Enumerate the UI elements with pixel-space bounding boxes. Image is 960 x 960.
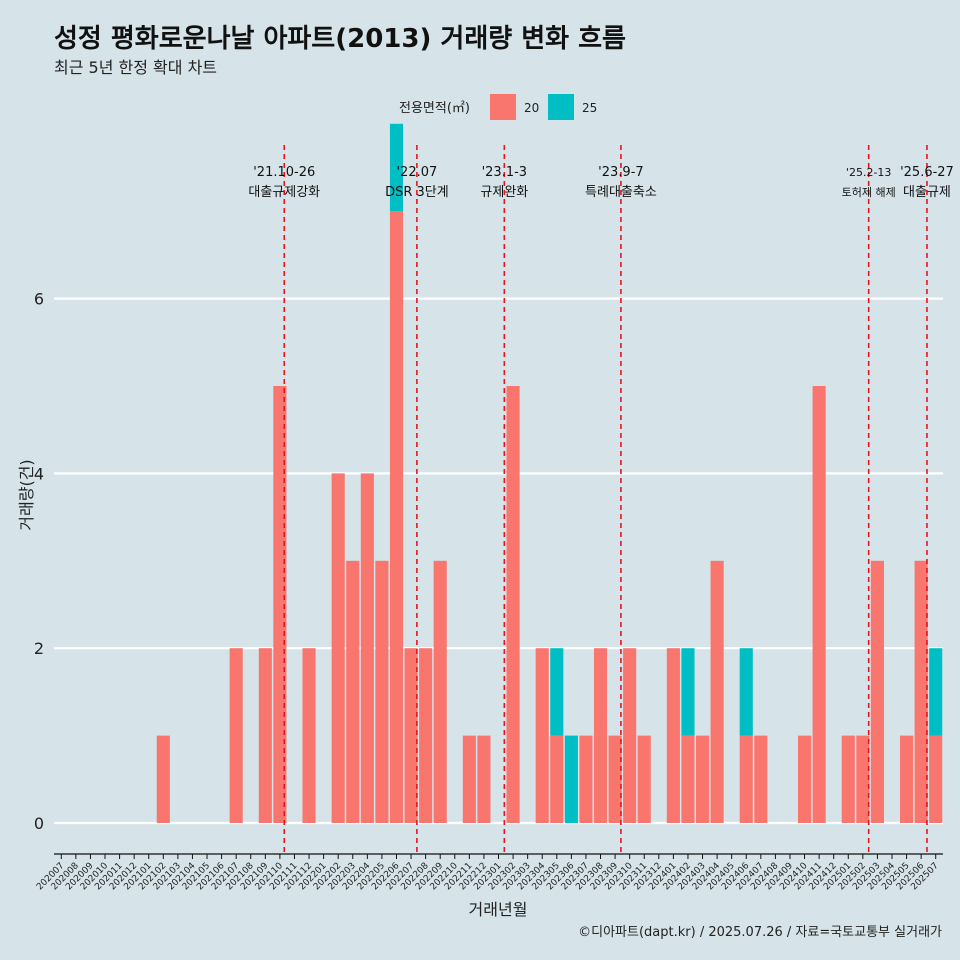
legend-label-20: 20	[524, 101, 539, 115]
event-label: 규제완화	[480, 185, 528, 200]
bar-202309-20	[608, 735, 622, 823]
y-tick-label: 0	[34, 814, 44, 833]
bar-202406-25	[739, 648, 753, 736]
bar-202102-20	[156, 735, 170, 823]
event-date: '22.07	[396, 165, 437, 180]
bar-202507-20	[929, 735, 943, 823]
bar-202208-20	[419, 648, 433, 823]
bar-202411-20	[812, 386, 826, 823]
event-date: '23.9-7	[598, 165, 643, 180]
bar-202406-20	[739, 735, 753, 823]
bar-202402-25	[681, 648, 695, 736]
bar-202202-20	[331, 473, 345, 823]
event-date: '21.10-26	[253, 165, 315, 180]
bar-202402-20	[681, 735, 695, 823]
bar-202407-20	[754, 735, 768, 823]
bar-202305-20	[550, 735, 564, 823]
bar-202112-20	[302, 648, 316, 823]
bar-202310-20	[623, 648, 637, 823]
bar-202507-25	[929, 648, 943, 736]
bar-202109-20	[258, 648, 272, 823]
y-tick-label: 2	[34, 639, 44, 658]
legend-swatch-20	[490, 94, 516, 120]
event-date: '25.6-27	[900, 165, 954, 180]
chart-title: 성정 평화로운나날 아파트(2013) 거래량 변화 흐름	[54, 24, 626, 54]
event-label: 특례대출축소	[585, 185, 657, 200]
event-label: 대출규제강화	[248, 185, 320, 200]
x-axis-label: 거래년월	[469, 900, 528, 919]
bar-202305-25	[550, 648, 564, 736]
bar-202306-25	[564, 735, 578, 823]
legend-label-25: 25	[582, 101, 597, 115]
bar-202308-20	[593, 648, 608, 823]
bar-202506-20	[914, 560, 928, 823]
bar-202502-20	[856, 735, 870, 823]
legend: 전용면적(㎡) 20 25	[399, 94, 597, 120]
bar-202203-20	[346, 560, 360, 823]
bar-202206-25	[389, 123, 404, 212]
legend-swatch-25	[548, 94, 574, 120]
bar-202212-20	[477, 735, 491, 823]
bar-202110-20	[273, 386, 287, 823]
y-tick-label: 6	[34, 290, 44, 309]
bar-202211-20	[462, 735, 476, 823]
bar-202401-20	[666, 648, 680, 823]
event-label: 토허제 해제	[842, 185, 896, 199]
bar-202302-20	[506, 386, 520, 823]
bar-202206-20	[389, 211, 404, 823]
chart-subtitle: 최근 5년 한정 확대 차트	[54, 58, 218, 77]
chart-caption: ©디아파트(dapt.kr) / 2025.07.26 / 자료=국토교통부 실…	[578, 925, 942, 940]
event-label: DSR 3단계	[385, 185, 449, 200]
legend-title: 전용면적(㎡)	[399, 101, 470, 116]
bar-202505-20	[900, 735, 914, 823]
y-tick-label: 4	[34, 464, 44, 483]
bar-202205-20	[375, 560, 389, 823]
event-date: '25.2-13	[846, 166, 891, 179]
bar-202403-20	[695, 735, 710, 823]
bar-202207-20	[404, 648, 418, 823]
event-date: '23.1-3	[482, 165, 527, 180]
bar-202107-20	[229, 648, 243, 823]
bar-202503-20	[870, 560, 884, 823]
bar-202304-20	[535, 648, 549, 823]
bar-202410-20	[797, 735, 812, 823]
bar-202209-20	[433, 560, 447, 823]
bar-202204-20	[360, 473, 374, 823]
bar-202501-20	[841, 735, 855, 823]
bar-202311-20	[637, 735, 651, 823]
y-axis-label: 거래량(건)	[17, 459, 36, 530]
bar-202307-20	[579, 735, 593, 823]
bar-202404-20	[710, 560, 724, 823]
event-label: 대출규제	[903, 185, 951, 200]
